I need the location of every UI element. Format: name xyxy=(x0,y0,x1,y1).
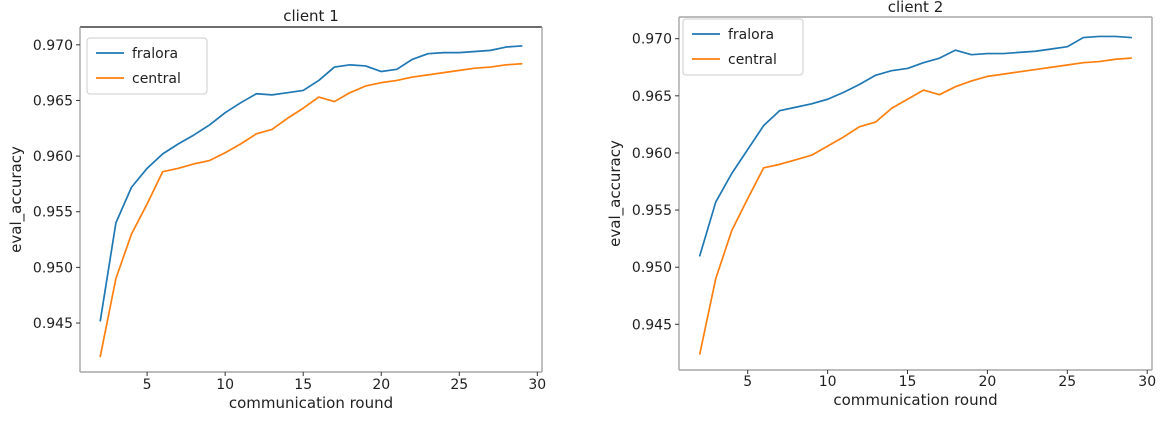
y-tick-label: 0.955 xyxy=(33,205,73,221)
x-axis-label: communication round xyxy=(833,391,997,409)
x-tick-label: 15 xyxy=(294,377,312,393)
legend-label-fralora: fralora xyxy=(728,27,774,43)
x-tick-label: 10 xyxy=(819,374,837,390)
x-tick-label: 20 xyxy=(978,374,996,390)
y-tick-label: 0.965 xyxy=(33,93,73,109)
y-tick-label: 0.970 xyxy=(33,38,73,54)
chart-title: client 1 xyxy=(283,7,339,25)
x-tick-label: 25 xyxy=(1058,374,1076,390)
y-tick-label: 0.970 xyxy=(632,32,672,48)
legend-box xyxy=(682,18,804,76)
x-tick-label: 30 xyxy=(1138,374,1156,390)
y-tick-label: 0.955 xyxy=(632,203,672,219)
line-central xyxy=(99,62,523,358)
y-tick-label: 0.945 xyxy=(632,317,672,333)
line-fralora xyxy=(698,35,1133,257)
legend-label-fralora: fralora xyxy=(132,46,178,62)
y-tick-label: 0.960 xyxy=(632,146,672,162)
x-axis-label: communication round xyxy=(229,394,393,412)
legend-box xyxy=(86,37,208,95)
y-tick-label: 0.950 xyxy=(632,260,672,276)
plot-client-1: 5 10 15 20 25 30 0.945 0.950 0.955 0.960 0.965 0.97… xyxy=(7,7,546,412)
x-tick-label: 20 xyxy=(372,377,390,393)
y-tick-label: 0.950 xyxy=(33,260,73,276)
line-central xyxy=(698,57,1133,355)
x-tick-label: 25 xyxy=(450,377,468,393)
chart-client-1: 5 10 15 20 25 30 0.945 0.950 0.955 0.960 0.965 0.97… xyxy=(0,0,585,423)
x-tick-label: 15 xyxy=(899,374,917,390)
chart-client-2: 5 10 15 20 25 30 0.945 0.950 0.955 0.960 0.965 0.97… xyxy=(586,0,1171,423)
x-tick-label: 5 xyxy=(743,374,752,390)
chart-title: client 2 xyxy=(888,0,944,16)
y-axis-label: eval_accuracy xyxy=(7,146,26,253)
y-axis-label: eval_accuracy xyxy=(606,140,625,247)
x-tick-label: 10 xyxy=(216,377,234,393)
x-tick-label: 30 xyxy=(528,377,546,393)
x-tick-label: 5 xyxy=(143,377,152,393)
legend-label-central: central xyxy=(728,52,777,68)
line-fralora xyxy=(99,45,523,322)
y-tick-label: 0.945 xyxy=(33,316,73,332)
y-tick-label: 0.965 xyxy=(632,89,672,105)
plot-client-2: 5 10 15 20 25 30 0.945 0.950 0.955 0.960 0.965 0.97… xyxy=(606,0,1156,409)
legend-label-central: central xyxy=(132,71,181,87)
y-tick-label: 0.960 xyxy=(33,149,73,165)
